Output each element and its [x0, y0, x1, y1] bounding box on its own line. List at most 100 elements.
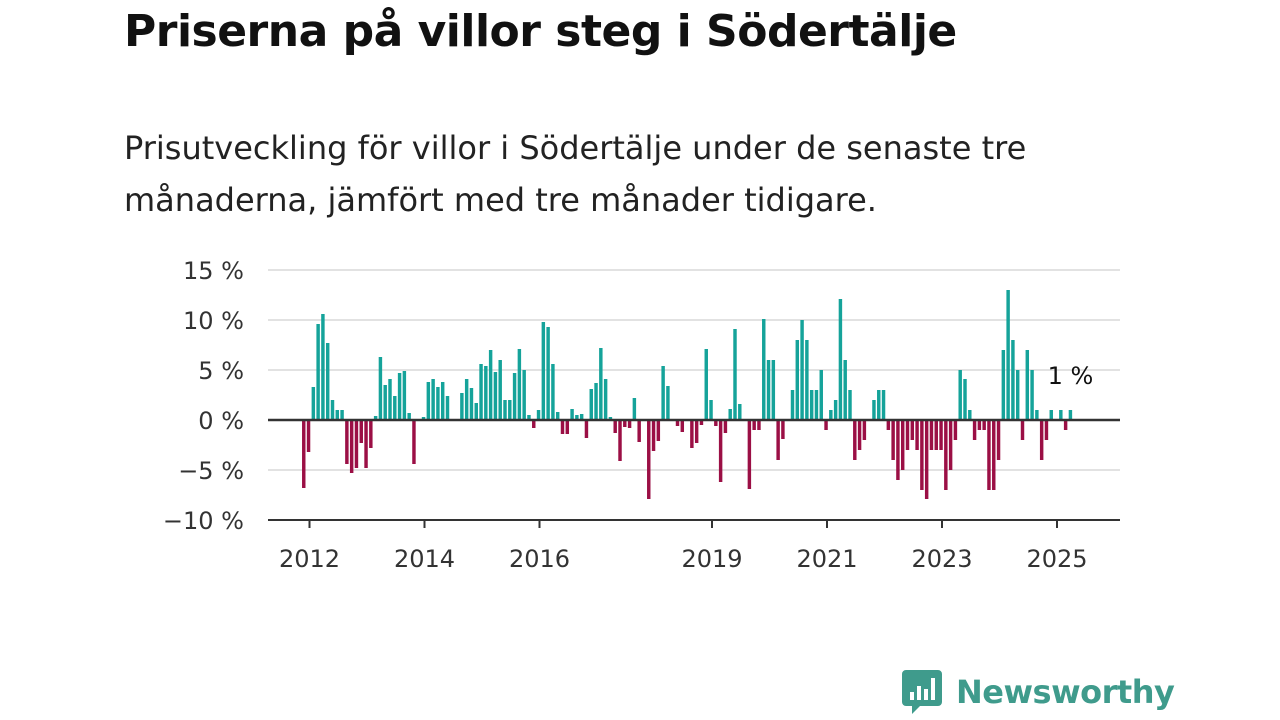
- bar-negative: [977, 420, 982, 430]
- bar-negative: [560, 420, 565, 434]
- bar-positive: [728, 409, 732, 420]
- bar-negative: [627, 420, 632, 428]
- bar-positive: [325, 343, 330, 420]
- chart-title: Priserna på villor steg i Södertälje: [124, 6, 957, 57]
- bar-negative: [359, 420, 363, 443]
- bar-negative: [944, 420, 948, 490]
- bar-positive: [881, 390, 886, 420]
- bar-positive: [330, 400, 335, 420]
- bar-positive: [963, 379, 967, 420]
- bar-negative: [651, 420, 656, 451]
- bar-negative: [781, 420, 785, 439]
- bar-positive: [838, 299, 843, 420]
- bar-negative: [584, 420, 589, 438]
- bar-positive: [393, 396, 397, 420]
- bar-negative: [996, 420, 1001, 460]
- bar-negative: [924, 420, 929, 499]
- bar-positive: [829, 410, 833, 420]
- bar-positive: [579, 414, 584, 420]
- bar-positive: [551, 364, 555, 420]
- bar-negative: [953, 420, 958, 440]
- bar-negative: [862, 420, 867, 440]
- bar-negative: [647, 420, 651, 499]
- bar-negative: [690, 420, 694, 448]
- bar-positive: [809, 390, 814, 420]
- bar-positive: [541, 322, 546, 420]
- bar-negative: [369, 420, 373, 448]
- bar-positive: [848, 390, 852, 420]
- bar-negative: [637, 420, 641, 442]
- bar-positive: [421, 417, 426, 420]
- bar-negative: [723, 420, 728, 433]
- bar-positive: [340, 410, 344, 420]
- bar-positive: [426, 382, 431, 420]
- bar-negative: [623, 420, 627, 427]
- bar-negative: [694, 420, 699, 443]
- bar-negative: [364, 420, 368, 468]
- bar-positive: [479, 364, 483, 420]
- gridlines: [268, 269, 1120, 471]
- bar-positive: [436, 387, 440, 420]
- x-axis-ticks: 2012 2014 2016 2019 2021 2023 2025: [279, 520, 1088, 573]
- bar-positive: [814, 390, 819, 420]
- bar-positive: [594, 383, 598, 420]
- bar-negative: [934, 420, 938, 450]
- y-tick-label: −10 %: [163, 507, 244, 535]
- bar-negative: [982, 420, 986, 430]
- bar-positive: [958, 370, 962, 420]
- bar-positive: [1059, 410, 1063, 420]
- bar-positive: [512, 373, 517, 420]
- bar-positive: [503, 400, 507, 420]
- bar-positive: [1025, 350, 1030, 420]
- bar-positive: [388, 379, 392, 420]
- x-tick-label: 2019: [681, 545, 742, 573]
- bar-positive: [666, 386, 670, 420]
- bar-negative: [752, 420, 756, 430]
- bar-positive: [632, 398, 637, 420]
- bar-positive: [311, 387, 316, 420]
- bar-negative: [747, 420, 752, 489]
- bar-positive: [440, 382, 445, 420]
- logo-text: Newsworthy: [956, 673, 1175, 711]
- bar-negative: [714, 420, 718, 426]
- bar-positive: [766, 360, 771, 420]
- bar-positive: [402, 371, 407, 420]
- bar-positive: [498, 360, 502, 420]
- bar-negative: [757, 420, 761, 430]
- x-tick-label: 2014: [394, 545, 455, 573]
- bar-negative: [306, 420, 311, 452]
- bar-positive: [522, 370, 526, 420]
- bar-positive: [877, 390, 881, 420]
- bar-negative: [886, 420, 891, 430]
- end-value-label: 1 %: [1048, 362, 1094, 390]
- bar-negative: [929, 420, 934, 450]
- bar-negative: [896, 420, 900, 480]
- bar-positive: [546, 327, 550, 420]
- bar-positive: [536, 410, 541, 420]
- bar-negative: [675, 420, 680, 426]
- bar-positive: [1011, 340, 1015, 420]
- bar-positive: [555, 412, 560, 420]
- bar-negative: [618, 420, 622, 461]
- bar-positive: [762, 319, 766, 420]
- bar-negative: [857, 420, 862, 450]
- x-tick-label: 2023: [911, 545, 972, 573]
- bar-positive: [790, 390, 795, 420]
- bar-negative: [680, 420, 685, 432]
- newsworthy-logo: Newsworthy: [902, 670, 1175, 714]
- bar-negative: [948, 420, 953, 470]
- bar-negative: [987, 420, 991, 490]
- y-tick-label: 5 %: [198, 357, 244, 385]
- bar-positive: [968, 410, 972, 420]
- bar-positive: [661, 366, 665, 420]
- bar-negative: [992, 420, 996, 490]
- bar-negative: [915, 420, 919, 450]
- bar-negative: [939, 420, 943, 450]
- bar-negative: [1063, 420, 1068, 430]
- bar-positive: [575, 415, 579, 420]
- bar-positive: [733, 329, 737, 420]
- bar-negative: [532, 420, 536, 428]
- bar-negative: [910, 420, 915, 440]
- bar-positive: [738, 404, 742, 420]
